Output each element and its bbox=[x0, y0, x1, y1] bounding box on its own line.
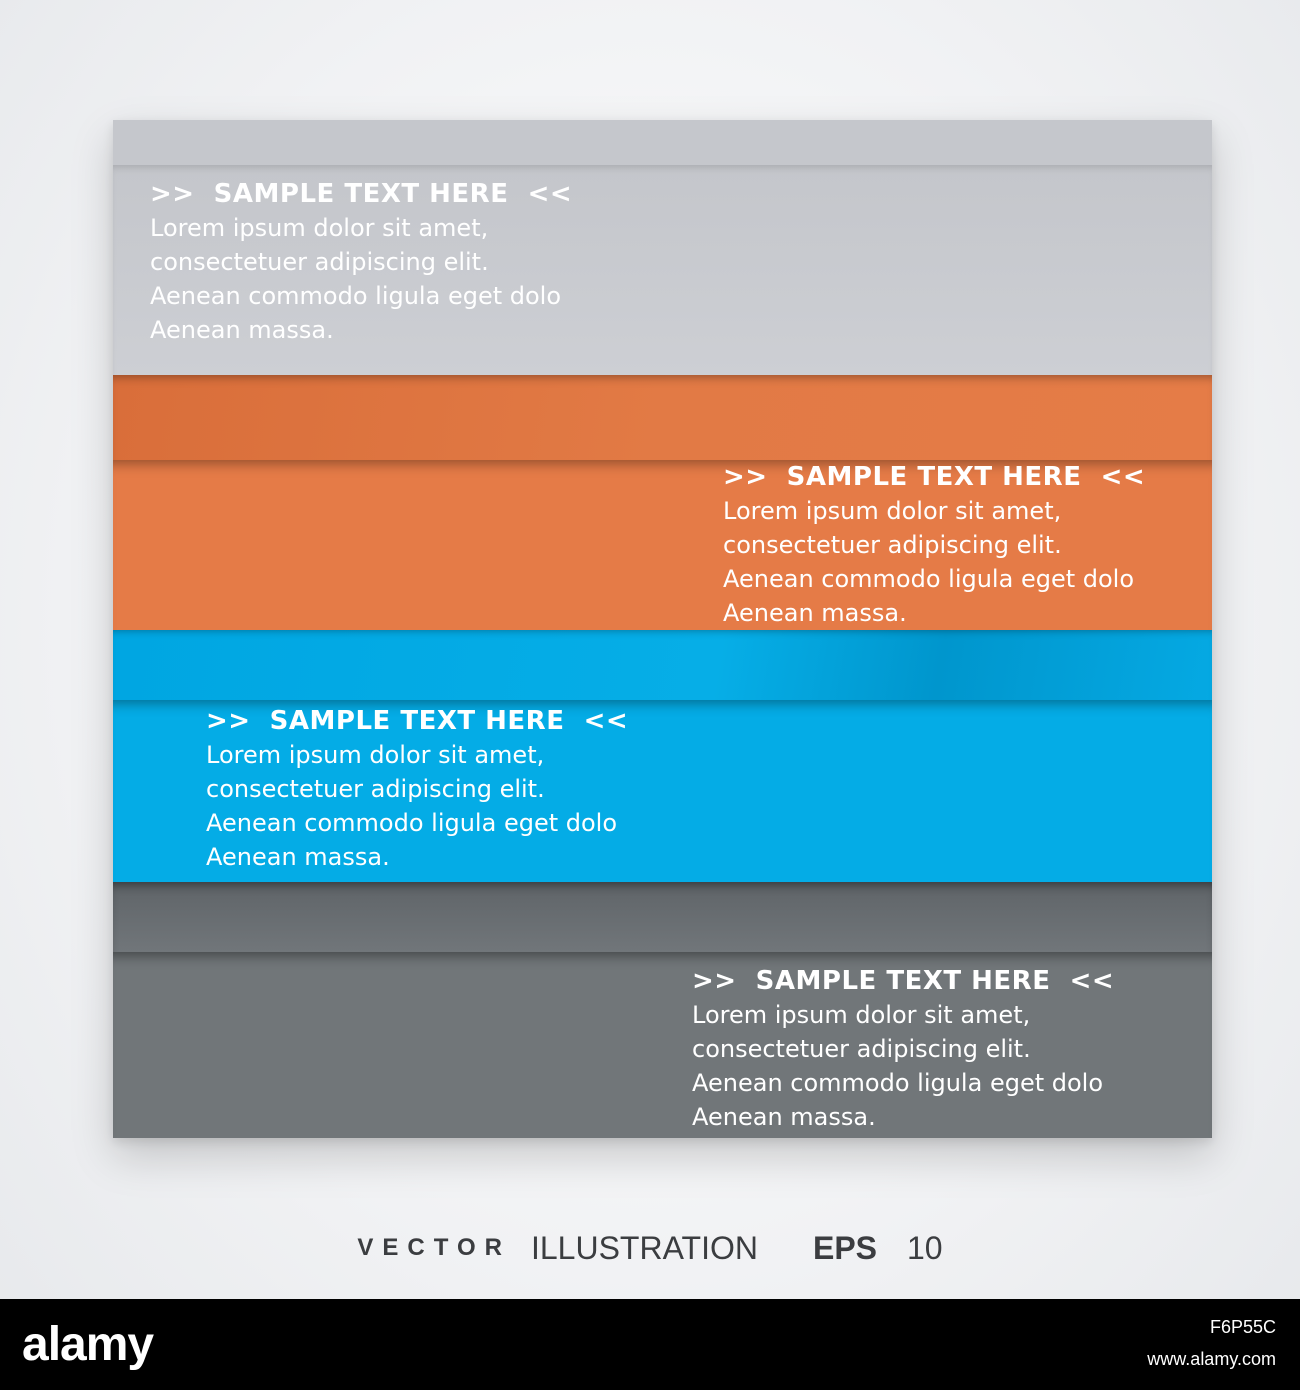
block-3-header: >> SAMPLE TEXT HERE << bbox=[206, 706, 629, 736]
block-1-line-1: Lorem ipsum dolor sit amet, bbox=[150, 214, 489, 242]
caption-number: 10 bbox=[907, 1229, 943, 1266]
caption-eps: EPS bbox=[812, 1229, 877, 1266]
block-4-line-2: consectetuer adipiscing elit. bbox=[692, 1035, 1031, 1063]
block-4-line-4: Aenean massa. bbox=[692, 1103, 876, 1131]
gray-band-top bbox=[113, 120, 1212, 165]
caption-illustration: ILLUSTRATION bbox=[530, 1229, 758, 1266]
dark-gray-band: >> SAMPLE TEXT HERE << Lorem ipsum dolor… bbox=[113, 952, 1212, 1138]
dark-gray-band-top bbox=[113, 882, 1212, 952]
watermark-url: www.alamy.com bbox=[1147, 1349, 1276, 1369]
blue-band: >> SAMPLE TEXT HERE << Lorem ipsum dolor… bbox=[113, 700, 1212, 882]
watermark-bar: alamy F6P55C www.alamy.com bbox=[0, 1299, 1300, 1390]
block-1-line-2: consectetuer adipiscing elit. bbox=[150, 248, 489, 276]
block-2-line-3: Aenean commodo ligula eget dolo bbox=[723, 565, 1135, 593]
banner-card: >> SAMPLE TEXT HERE << Lorem ipsum dolor… bbox=[113, 120, 1212, 1138]
block-3-line-2: consectetuer adipiscing elit. bbox=[206, 775, 545, 803]
block-2-line-1: Lorem ipsum dolor sit amet, bbox=[723, 497, 1062, 525]
block-2-header: >> SAMPLE TEXT HERE << bbox=[723, 462, 1146, 492]
text-block-3: >> SAMPLE TEXT HERE << Lorem ipsum dolor… bbox=[206, 704, 628, 874]
block-4-line-1: Lorem ipsum dolor sit amet, bbox=[692, 1001, 1031, 1029]
block-3-line-1: Lorem ipsum dolor sit amet, bbox=[206, 741, 545, 769]
text-block-2: >> SAMPLE TEXT HERE << Lorem ipsum dolor… bbox=[723, 460, 1145, 630]
block-4-line-3: Aenean commodo ligula eget dolo bbox=[692, 1069, 1104, 1097]
image-id: F6P55C bbox=[1209, 1317, 1276, 1337]
orange-band-top bbox=[113, 375, 1212, 460]
block-4-header: >> SAMPLE TEXT HERE << bbox=[692, 966, 1115, 996]
block-1-line-3: Aenean commodo ligula eget dolo bbox=[150, 282, 562, 310]
gray-band: >> SAMPLE TEXT HERE << Lorem ipsum dolor… bbox=[113, 165, 1212, 375]
caption: VECTOR ILLUSTRATION EPS 10 bbox=[0, 1228, 1300, 1268]
alamy-logo: alamy bbox=[22, 1318, 154, 1371]
block-2-line-4: Aenean massa. bbox=[723, 599, 907, 627]
text-block-1: >> SAMPLE TEXT HERE << Lorem ipsum dolor… bbox=[150, 177, 572, 347]
block-1-line-4: Aenean massa. bbox=[150, 316, 334, 344]
block-3-line-4: Aenean massa. bbox=[206, 843, 390, 871]
block-2-line-2: consectetuer adipiscing elit. bbox=[723, 531, 1062, 559]
block-3-line-3: Aenean commodo ligula eget dolo bbox=[206, 809, 618, 837]
orange-band: >> SAMPLE TEXT HERE << Lorem ipsum dolor… bbox=[113, 460, 1212, 630]
text-block-4: >> SAMPLE TEXT HERE << Lorem ipsum dolor… bbox=[692, 964, 1114, 1134]
caption-vector: VECTOR bbox=[357, 1234, 511, 1261]
block-1-header: >> SAMPLE TEXT HERE << bbox=[150, 179, 573, 209]
blue-band-top bbox=[113, 630, 1212, 700]
